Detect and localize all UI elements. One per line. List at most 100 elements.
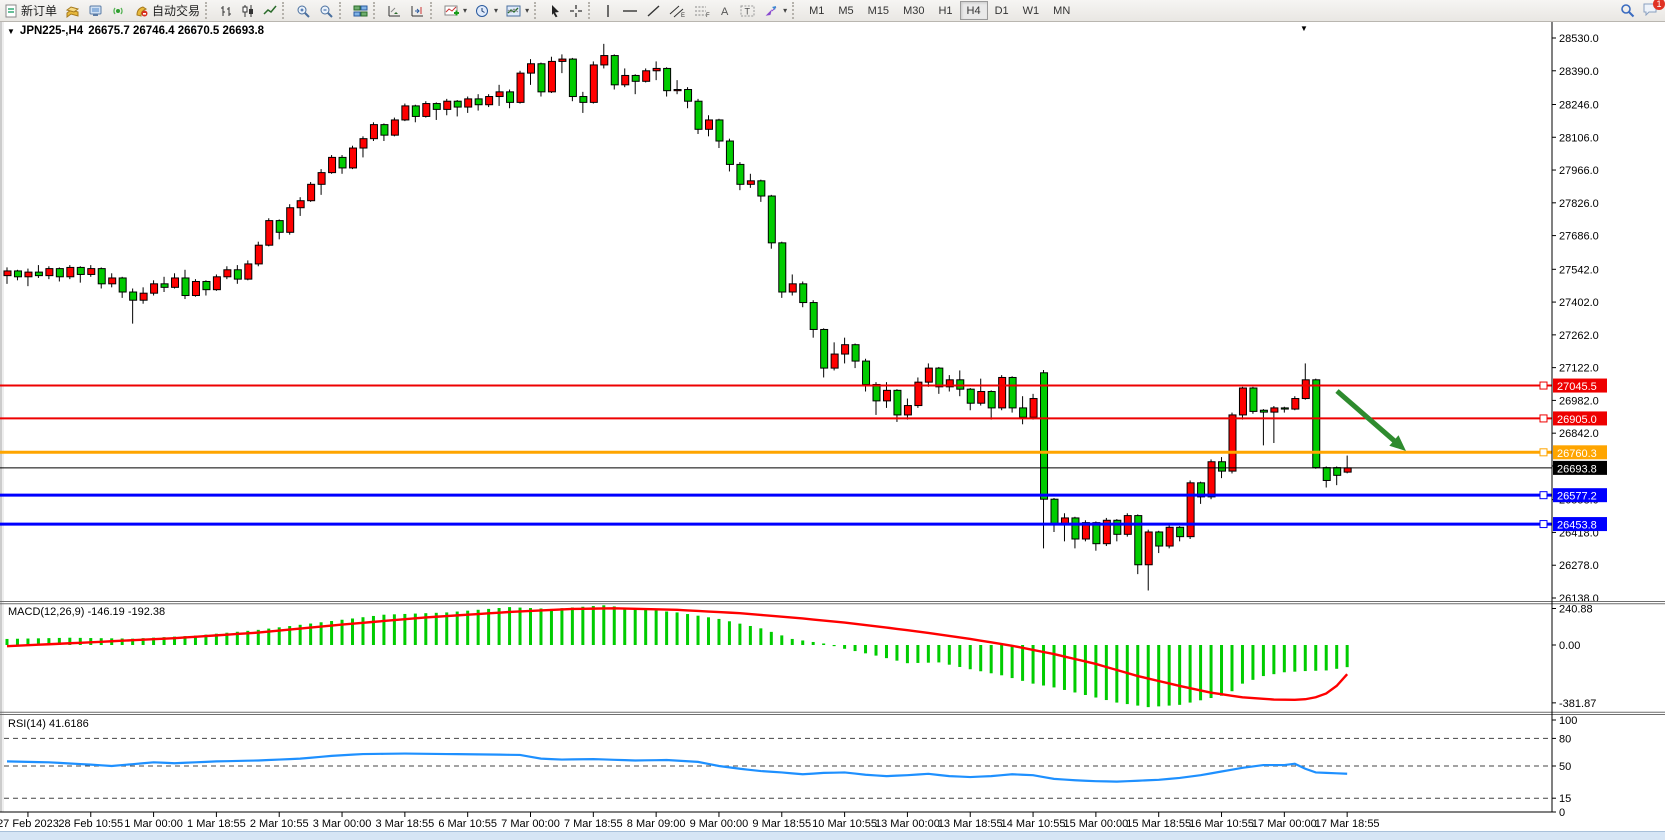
svg-text:27045.5: 27045.5 — [1557, 381, 1597, 393]
chart-window[interactable]: 28530.0 28390.0 28246.0 28106.0 27966.0 27826… — [0, 21, 1665, 840]
rsi-tick-label: 80 — [1559, 733, 1571, 745]
time-axis[interactable]: 27 Feb 2023 28 Feb 10:55 1 Mar 00:00 1 Mar … — [0, 812, 1380, 830]
indicators-button[interactable]: ▾ — [440, 1, 471, 20]
macd-tick-label: -381.87 — [1559, 698, 1596, 710]
tab-timeframe-H4[interactable]: H4 — [959, 1, 988, 20]
chart-shift-icon — [411, 5, 424, 16]
toolbar-separator — [339, 2, 348, 19]
svg-text:A: A — [721, 6, 729, 18]
zoom-in-button[interactable] — [292, 1, 315, 20]
periods-button[interactable]: ▾ — [471, 1, 502, 20]
tile-windows-icon — [353, 5, 368, 16]
price-tick-label: 28246.0 — [1559, 99, 1599, 111]
equidistant-channel-icon: E — [669, 5, 685, 18]
charts-button[interactable] — [61, 1, 84, 20]
price-tick-label: 27402.0 — [1559, 297, 1599, 309]
tab-timeframe-MN[interactable]: MN — [1053, 4, 1071, 17]
status-strip — [0, 831, 1665, 840]
svg-text:14 Mar 10:55: 14 Mar 10:55 — [1001, 818, 1066, 830]
fibonacci-button[interactable]: F — [690, 1, 715, 20]
signals-icon — [113, 7, 123, 14]
templates-button[interactable]: ▾ — [502, 1, 533, 20]
vertical-line-button[interactable] — [598, 1, 618, 20]
svg-text:16 Mar 10:55: 16 Mar 10:55 — [1189, 818, 1254, 830]
svg-text:3 Mar 00:00: 3 Mar 00:00 — [313, 818, 372, 830]
svg-text:8 Mar 09:00: 8 Mar 09:00 — [627, 818, 686, 830]
chart-title: ▼ JPN225-,H4 26675.7 26746.4 26670.5 266… — [7, 25, 264, 37]
svg-text:15 Mar 18:55: 15 Mar 18:55 — [1126, 818, 1191, 830]
indicators-icon — [444, 5, 460, 15]
new-order-button[interactable]: 新订单 — [0, 1, 61, 20]
toolbar-separator — [282, 2, 291, 19]
arrows-icon — [765, 5, 777, 16]
price-tick-label: 27122.0 — [1559, 363, 1599, 375]
svg-text:13 Mar 00:00: 13 Mar 00:00 — [875, 818, 940, 830]
trendline-button[interactable] — [642, 1, 665, 20]
text-button[interactable]: A — [715, 1, 736, 20]
timeframe-buttons: M1 M5 M15 M30 H1 H4 D1 W1 MN — [802, 1, 1077, 20]
arrows-button[interactable]: ▾ — [760, 1, 791, 20]
price-tick-label: 27542.0 — [1559, 264, 1599, 276]
cursor-button[interactable] — [544, 1, 565, 20]
trendline-icon — [647, 4, 660, 17]
svg-text:9 Mar 18:55: 9 Mar 18:55 — [752, 818, 811, 830]
profiles-button[interactable] — [84, 1, 107, 20]
candlestick-button[interactable] — [237, 1, 259, 20]
text-label-button[interactable]: T — [736, 1, 760, 20]
new-order-label: 新订单 — [21, 4, 58, 18]
toolbar-separator — [792, 2, 801, 19]
search-icon[interactable] — [1620, 3, 1635, 18]
rsi-tick-label: 50 — [1559, 761, 1571, 773]
price-tick-label: 27966.0 — [1559, 165, 1599, 177]
svg-text:15 Mar 00:00: 15 Mar 00:00 — [1063, 818, 1128, 830]
chart-canvas[interactable]: 28530.0 28390.0 28246.0 28106.0 27966.0 27826… — [0, 21, 1665, 839]
svg-text:7 Mar 18:55: 7 Mar 18:55 — [564, 818, 623, 830]
notifications-button[interactable]: 1 — [1643, 0, 1665, 19]
price-level-lines[interactable]: 27045.5 26905.0 26760.3 26693.8 26577.2 26453… — [0, 378, 1607, 532]
svg-text:26693.8: 26693.8 — [1557, 463, 1597, 475]
clock-icon — [476, 4, 489, 17]
rsi-tick-label: 100 — [1559, 715, 1577, 727]
indicators-caret: ▾ — [463, 6, 468, 15]
tab-timeframe-H1[interactable]: H1 — [938, 4, 953, 17]
auto-scroll-button[interactable] — [383, 1, 406, 20]
price-tick-label: 28106.0 — [1559, 132, 1599, 144]
tab-timeframe-D1[interactable]: D1 — [994, 4, 1009, 17]
autotrading-button[interactable]: 自动交易 — [130, 1, 204, 20]
vertical-line-icon — [607, 4, 609, 17]
svg-text:F: F — [706, 13, 710, 18]
svg-text:26453.8: 26453.8 — [1557, 520, 1597, 532]
equidistant-channel-button[interactable]: E — [665, 1, 690, 20]
tile-windows-button[interactable] — [349, 1, 372, 20]
macd-indicator-label: MACD(12,26,9) -146.19 -192.38 — [8, 606, 166, 618]
trend-arrow[interactable] — [1335, 389, 1406, 451]
chart-symbol-period: JPN225-,H4 — [19, 25, 84, 37]
tab-timeframe-M5[interactable]: M5 — [838, 4, 854, 17]
horizontal-line-button[interactable] — [618, 1, 642, 20]
collapse-arrow-icon[interactable]: ▼ — [7, 26, 15, 36]
line-chart-icon — [263, 5, 277, 15]
tab-timeframe-W1[interactable]: W1 — [1022, 4, 1040, 17]
line-chart-button[interactable] — [259, 1, 281, 20]
svg-text:26760.3: 26760.3 — [1557, 448, 1597, 460]
chart-shift-button[interactable] — [406, 1, 429, 20]
crosshair-button[interactable] — [565, 1, 587, 20]
svg-text:9 Mar 00:00: 9 Mar 00:00 — [690, 818, 749, 830]
macd-tick-label: 240.88 — [1559, 604, 1593, 616]
tab-timeframe-M1[interactable]: M1 — [809, 4, 825, 17]
signals-button[interactable] — [107, 1, 130, 20]
tab-timeframe-M15[interactable]: M15 — [867, 4, 890, 17]
zoom-out-button[interactable] — [315, 1, 338, 20]
chart-ohlc-values: 26675.7 26746.4 26670.5 26693.8 — [88, 25, 265, 37]
rsi-tick-label: 0 — [1559, 807, 1565, 819]
svg-text:26905.0: 26905.0 — [1557, 414, 1597, 426]
templates-caret: ▾ — [525, 6, 530, 15]
bar-chart-button[interactable] — [215, 1, 237, 20]
chart-gold-icon — [65, 5, 80, 18]
macd-panel — [5, 605, 1349, 708]
tab-timeframe-M30[interactable]: M30 — [903, 4, 925, 17]
toolbar-separator — [373, 2, 382, 19]
chart-dropdown-arrow[interactable]: ▼ — [1300, 24, 1308, 33]
svg-text:E: E — [681, 13, 685, 18]
price-tick-label: 28390.0 — [1559, 66, 1599, 78]
